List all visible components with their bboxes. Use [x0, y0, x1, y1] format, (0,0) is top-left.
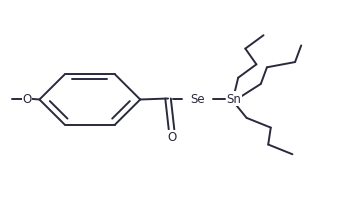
Text: O: O [167, 131, 176, 144]
Text: Se: Se [190, 93, 205, 105]
Text: O: O [23, 93, 32, 105]
Text: Sn: Sn [227, 93, 242, 105]
